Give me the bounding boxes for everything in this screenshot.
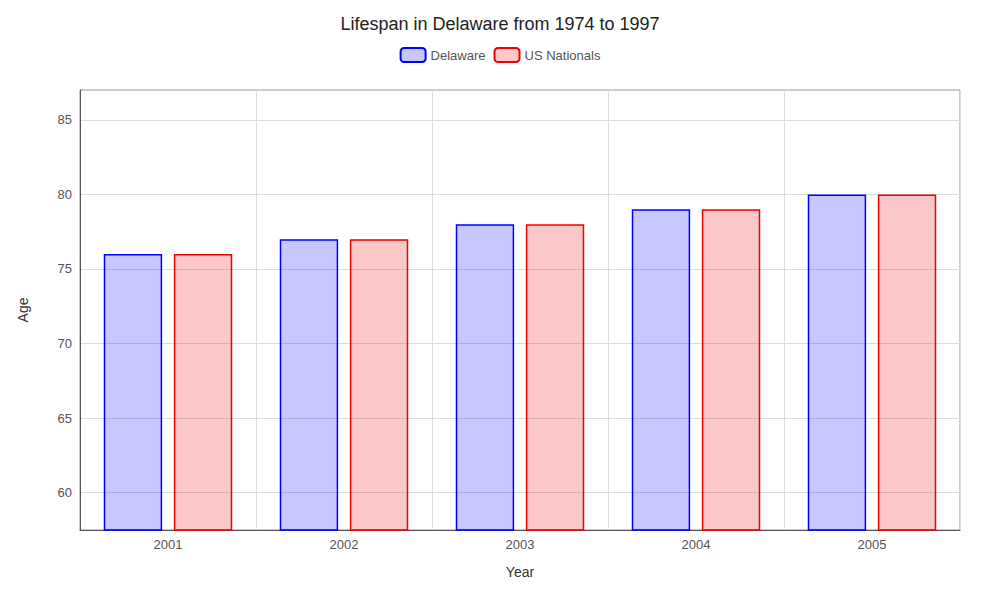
svg-text:85: 85 <box>58 112 72 127</box>
svg-text:2003: 2003 <box>506 537 535 552</box>
svg-text:US Nationals: US Nationals <box>525 48 601 63</box>
svg-text:2004: 2004 <box>682 537 711 552</box>
svg-text:2005: 2005 <box>858 537 887 552</box>
svg-text:2001: 2001 <box>154 537 183 552</box>
svg-text:Age: Age <box>15 297 31 322</box>
svg-text:75: 75 <box>58 261 72 276</box>
svg-text:Year: Year <box>506 564 535 580</box>
svg-text:60: 60 <box>58 485 72 500</box>
svg-text:2002: 2002 <box>330 537 359 552</box>
svg-text:Delaware: Delaware <box>431 48 486 63</box>
svg-text:70: 70 <box>58 336 72 351</box>
svg-text:Lifespan in Delaware from 1974: Lifespan in Delaware from 1974 to 1997 <box>340 14 659 34</box>
svg-text:80: 80 <box>58 187 72 202</box>
svg-text:65: 65 <box>58 411 72 426</box>
